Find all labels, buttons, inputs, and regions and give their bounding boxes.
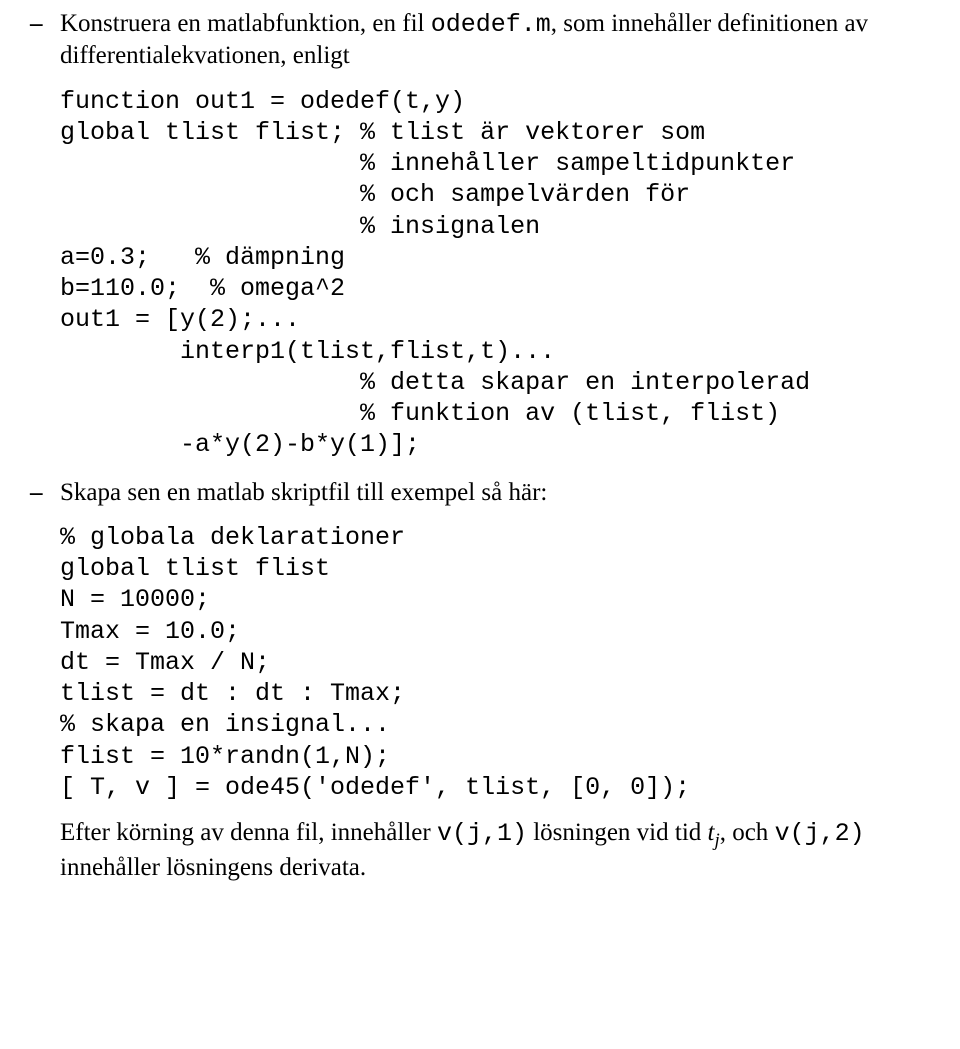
item1-intro-tt: odedef.m — [431, 10, 551, 39]
list-item-2: – Skapa sen en matlab skriptfil till exe… — [60, 477, 930, 884]
bullet-dash-icon: – — [30, 477, 43, 508]
item1-intro: Konstruera en matlabfunktion, en fil ode… — [60, 8, 930, 72]
page: – Konstruera en matlabfunktion, en fil o… — [0, 0, 960, 930]
concl-part4: innehåller lösningens derivata. — [60, 854, 366, 881]
concl-part2: lösningen vid tid — [527, 819, 708, 846]
list-item-1: – Konstruera en matlabfunktion, en fil o… — [60, 8, 930, 461]
item2-conclusion: Efter körning av denna fil, innehåller v… — [60, 817, 930, 884]
concl-tt1: v(j,1) — [437, 819, 527, 848]
concl-tt2: v(j,2) — [775, 819, 865, 848]
concl-part1: Efter körning av denna fil, innehåller — [60, 819, 437, 846]
item1-intro-before: Konstruera en matlabfunktion, en fil — [60, 10, 431, 37]
concl-part3: , och — [720, 819, 775, 846]
bullet-dash-icon: – — [30, 8, 43, 39]
item2-code-block: % globala deklarationer global tlist fli… — [60, 522, 930, 803]
item2-intro: Skapa sen en matlab skriptfil till exemp… — [60, 477, 930, 508]
item1-code-block: function out1 = odedef(t,y) global tlist… — [60, 86, 930, 461]
